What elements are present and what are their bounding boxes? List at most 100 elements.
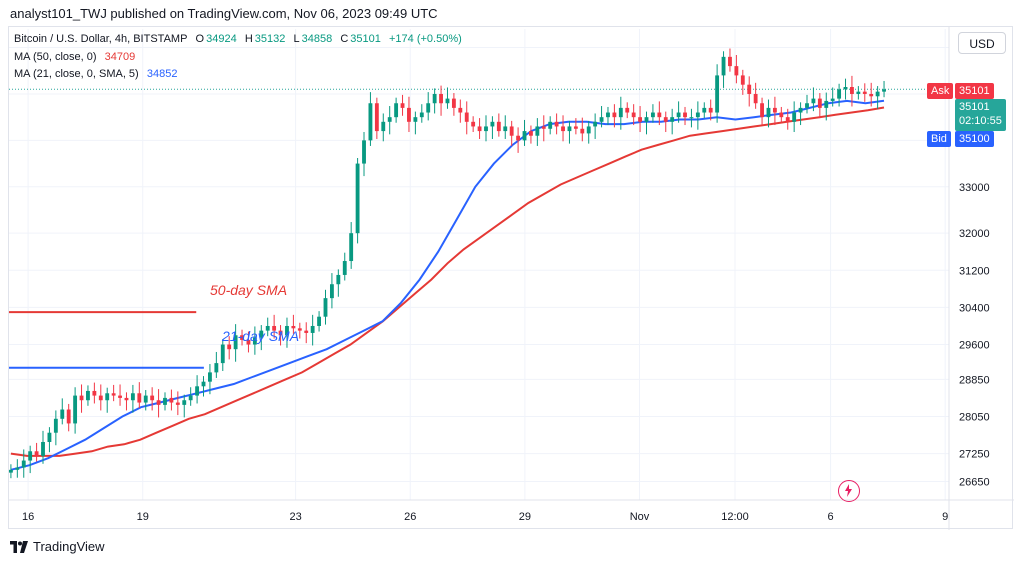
candle-body bbox=[419, 112, 424, 118]
candle-body bbox=[753, 93, 758, 104]
candle-body bbox=[304, 330, 309, 333]
candle-body bbox=[227, 344, 232, 350]
candle-body bbox=[252, 337, 257, 345]
candle-body bbox=[554, 121, 559, 127]
x-tick-label: 9 bbox=[942, 511, 948, 523]
candle-body bbox=[201, 381, 206, 387]
chart-area[interactable]: 26650 27250 28050 28850 29600 30400 31200 32000… bbox=[8, 26, 1014, 530]
change-value: +174 (+0.50%) bbox=[389, 33, 462, 45]
candle-body bbox=[657, 112, 662, 118]
candle-body bbox=[21, 460, 26, 468]
candle-body bbox=[728, 56, 732, 67]
candle-body bbox=[721, 56, 726, 76]
x-tick-label: 12:00 bbox=[721, 511, 749, 523]
candle-body bbox=[272, 325, 277, 331]
candle-body bbox=[843, 87, 848, 90]
candle-body bbox=[496, 121, 501, 132]
candle-body bbox=[805, 103, 809, 108]
ask-label: Ask bbox=[927, 83, 954, 99]
candle-body bbox=[118, 395, 122, 398]
candle-body bbox=[522, 131, 527, 141]
candle-body bbox=[792, 112, 797, 122]
candle-body bbox=[785, 117, 790, 122]
ma50-value: 34709 bbox=[104, 51, 136, 63]
x-tick-label: 16 bbox=[22, 511, 34, 523]
candle-body bbox=[747, 84, 752, 94]
ma50-label: MA (50, close, 0) bbox=[14, 51, 97, 63]
ma21-legend[interactable]: MA (21, close, 0, SMA, 5) 34852 bbox=[14, 68, 179, 80]
candle-body bbox=[599, 117, 604, 122]
sma50-annotation: 50-day SMA bbox=[210, 282, 288, 298]
candle-body bbox=[259, 330, 264, 338]
candle-body bbox=[561, 126, 565, 132]
candle-body bbox=[490, 121, 495, 127]
tradingview-brand: TradingView bbox=[33, 539, 105, 554]
candle-body bbox=[297, 328, 302, 331]
close-label: C bbox=[340, 33, 349, 45]
candle-body bbox=[798, 107, 803, 113]
currency-selector[interactable]: USD bbox=[958, 32, 1006, 54]
candle-body bbox=[439, 93, 443, 104]
candle-body bbox=[824, 100, 829, 108]
candle-body bbox=[208, 372, 212, 382]
candle-body bbox=[150, 395, 155, 401]
x-tick-label: 19 bbox=[137, 511, 149, 523]
ma21-line bbox=[10, 99, 885, 471]
candle-body bbox=[169, 397, 174, 403]
candle-body bbox=[265, 325, 270, 331]
ma21-label: MA (21, close, 0, SMA, 5) bbox=[14, 68, 139, 80]
candle-body bbox=[130, 393, 135, 401]
candle-body bbox=[246, 339, 251, 345]
candle-body bbox=[124, 397, 129, 401]
chart-svg: 26650 27250 28050 28850 29600 30400 31200 32000… bbox=[9, 27, 1014, 530]
lightning-icon[interactable] bbox=[838, 480, 860, 502]
open-label: O bbox=[195, 33, 205, 45]
candle-body bbox=[66, 409, 71, 424]
candle-body bbox=[323, 298, 328, 317]
candle-body bbox=[336, 274, 341, 285]
y-tick-label: 30400 bbox=[959, 302, 990, 314]
candle-body bbox=[689, 117, 694, 119]
y-tick-label: 26650 bbox=[959, 476, 990, 488]
candle-body bbox=[484, 126, 488, 132]
sma21-annotation: 21-day SMA bbox=[222, 328, 300, 344]
candle-body bbox=[580, 128, 585, 134]
low-label: L bbox=[293, 33, 300, 45]
ma50-legend[interactable]: MA (50, close, 0) 34709 bbox=[14, 51, 137, 63]
candle-body bbox=[734, 66, 739, 76]
candle-body bbox=[34, 451, 39, 456]
candle-body bbox=[862, 91, 867, 94]
candle-body bbox=[586, 126, 591, 134]
candle-body bbox=[349, 233, 354, 262]
y-tick-label: 33000 bbox=[959, 182, 990, 194]
tradingview-footer[interactable]: TradingView bbox=[10, 539, 105, 554]
candle-body bbox=[882, 89, 886, 92]
candle-body bbox=[53, 418, 58, 433]
candle-body bbox=[670, 117, 675, 122]
candle-body bbox=[47, 432, 52, 442]
high-value: 35132 bbox=[254, 33, 286, 45]
candle-body bbox=[432, 93, 437, 104]
candle-body bbox=[830, 98, 835, 101]
candle-body bbox=[612, 112, 617, 118]
candle-body bbox=[625, 107, 630, 113]
candle-body bbox=[593, 121, 598, 127]
candle-body bbox=[779, 112, 784, 118]
candle-body bbox=[28, 451, 33, 461]
candle-body bbox=[715, 75, 720, 113]
candle-body bbox=[278, 330, 283, 336]
ma21-value: 34852 bbox=[146, 68, 178, 80]
symbol-legend: Bitcoin / U.S. Dollar, 4h, BITSTAMP O 349… bbox=[14, 33, 464, 45]
candle-body bbox=[644, 117, 649, 122]
y-tick-label: 31200 bbox=[959, 265, 990, 277]
y-tick-label: 28050 bbox=[959, 411, 990, 423]
candle-body bbox=[772, 107, 777, 113]
candle-body bbox=[445, 98, 450, 104]
x-tick-label: 6 bbox=[827, 511, 833, 523]
candle-body bbox=[477, 126, 482, 132]
candle-body bbox=[310, 325, 315, 333]
close-value: 35101 bbox=[350, 33, 381, 45]
candle-body bbox=[606, 112, 610, 118]
candle-body bbox=[195, 386, 200, 396]
x-tick-label: Nov bbox=[630, 511, 650, 523]
